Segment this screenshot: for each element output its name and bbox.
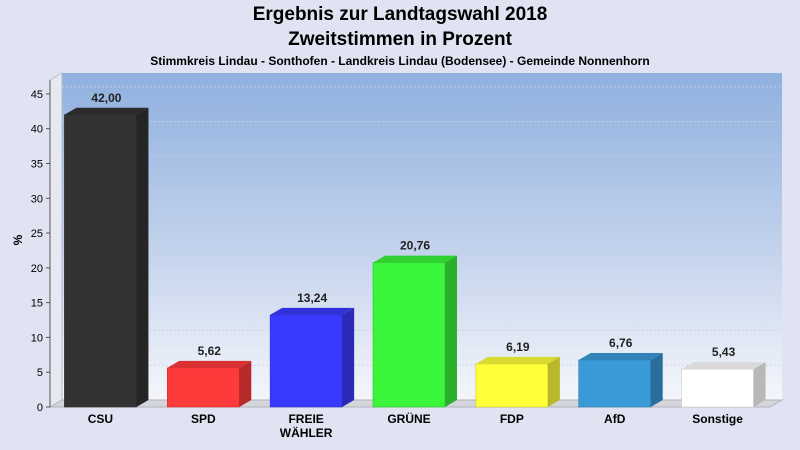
category-label: CSU: [88, 412, 113, 426]
value-label: 13,24: [297, 291, 327, 305]
value-label: 20,76: [400, 239, 430, 253]
category-label: Sonstige: [692, 412, 743, 426]
value-label: 5,62: [198, 344, 222, 358]
category-label: AfD: [604, 412, 626, 426]
category-label: GRÜNE: [387, 411, 430, 426]
bar-side: [547, 356, 560, 407]
bar-top: [475, 356, 560, 364]
y-tick-label: 25: [31, 228, 43, 240]
value-label: 6,76: [609, 336, 633, 350]
bar-front: [269, 314, 343, 408]
bar: [475, 356, 560, 408]
bar-top: [167, 360, 252, 368]
y-axis-label: %: [11, 234, 25, 245]
chart-region-label: Stimmkreis Lindau - Sonthofen - Landkrei…: [150, 54, 650, 68]
value-label: 6,19: [506, 340, 530, 354]
value-label: 42,00: [91, 91, 121, 105]
y-tick-label: 45: [31, 89, 43, 101]
y-tick-label: 40: [31, 124, 43, 136]
y-tick-label: 5: [37, 367, 43, 379]
plot-side-wall: [49, 72, 63, 408]
bar: [681, 362, 766, 408]
bar: [372, 255, 457, 408]
bar-side: [136, 107, 149, 407]
value-label: 5,43: [712, 345, 736, 359]
category-label: SPD: [191, 412, 216, 426]
y-tick-label: 10: [31, 332, 43, 344]
bar: [578, 352, 663, 408]
bar-top: [578, 352, 663, 360]
bar-top: [373, 255, 457, 263]
bar-top: [681, 362, 766, 370]
bar-side: [239, 360, 252, 407]
bar-top: [64, 107, 149, 115]
chart-title: Ergebnis zur Landtagswahl 2018: [252, 4, 548, 25]
bar-side: [753, 362, 766, 407]
y-tick-label: 35: [31, 158, 43, 170]
bar-front: [578, 359, 652, 408]
bar-front: [166, 367, 240, 408]
y-tick-label: 15: [31, 298, 43, 310]
category-label: WÄHLER: [280, 425, 333, 440]
bar-front: [64, 114, 137, 408]
bar-front: [681, 368, 754, 408]
y-tick-label: 30: [31, 193, 43, 205]
bar-front: [475, 363, 549, 408]
bar-front: [372, 262, 446, 408]
category-label: FREIE: [288, 412, 323, 426]
bar: [64, 107, 149, 408]
bar-side: [445, 255, 457, 407]
bar-side: [342, 307, 355, 407]
bar-side: [650, 352, 663, 407]
category-label: FDP: [500, 412, 524, 426]
chart-subtitle: Zweitstimmen in Prozent: [288, 29, 512, 50]
bar: [166, 360, 252, 408]
bar: [269, 307, 355, 408]
bar-top: [270, 307, 355, 315]
y-tick-label: 0: [37, 402, 43, 414]
y-tick-label: 20: [31, 263, 43, 275]
